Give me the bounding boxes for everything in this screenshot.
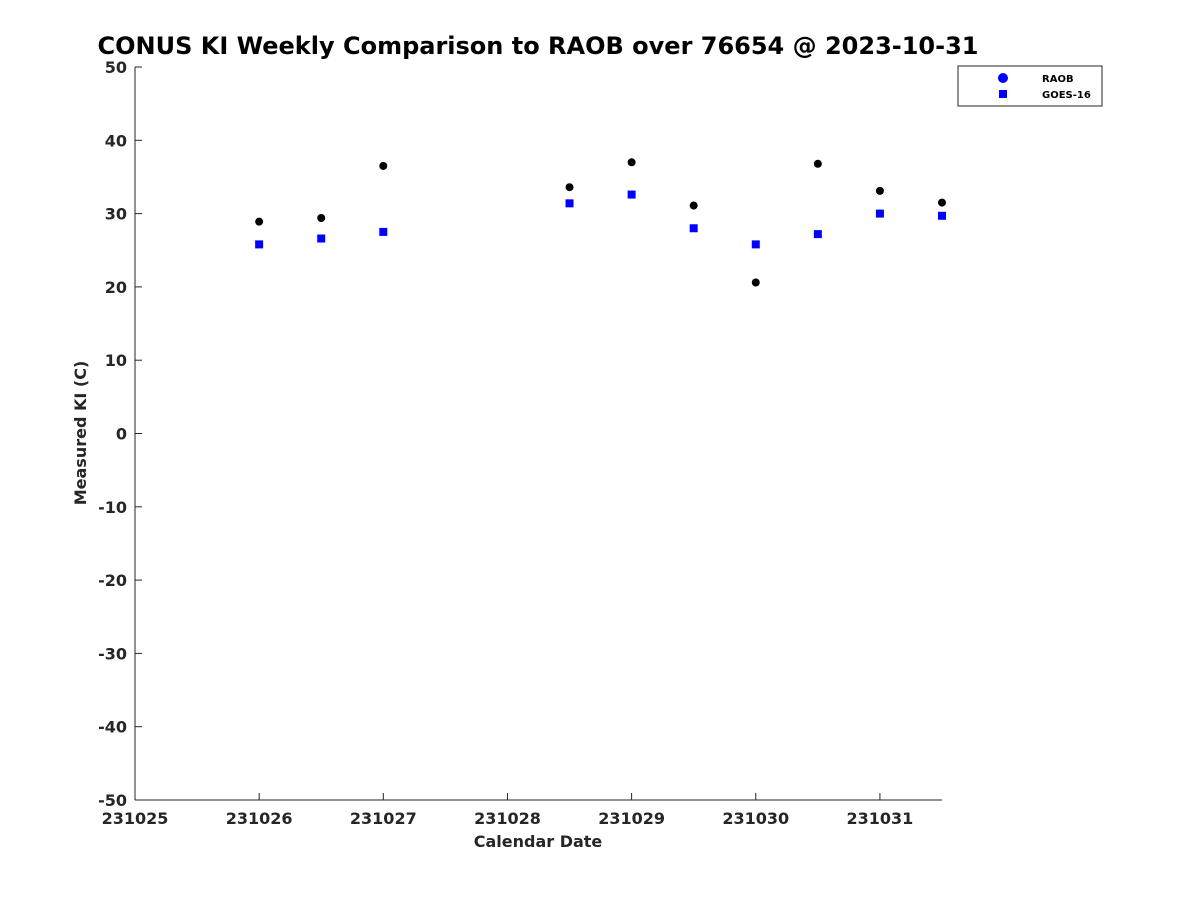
- point-goes16: [379, 227, 388, 236]
- y-tick-label: 10: [105, 351, 127, 370]
- y-tick-label: -30: [98, 644, 127, 663]
- point-goes16: [565, 199, 574, 208]
- point-goes16: [813, 230, 822, 239]
- x-ticks: 231025 231026 231027 231028 231029 231030 2310…: [102, 793, 914, 828]
- data-points: [255, 158, 946, 287]
- point-goes16: [875, 209, 884, 218]
- legend-box: [957, 65, 1103, 107]
- point-goes16: [627, 190, 636, 199]
- y-tick-label: -50: [98, 791, 127, 810]
- y-tick-label: 40: [105, 131, 127, 150]
- point-raob: [627, 158, 636, 167]
- legend-label-raob: RAOB: [1042, 74, 1074, 85]
- legend-label-goes16: GOES-16: [1042, 90, 1091, 101]
- x-tick-label: 231029: [598, 809, 665, 828]
- chart-title: CONUS KI Weekly Comparison to RAOB over …: [98, 32, 979, 60]
- y-tick-label: 0: [116, 425, 127, 444]
- x-tick-label: 231025: [102, 809, 169, 828]
- point-raob: [813, 159, 822, 168]
- legend-marker-raob: [998, 73, 1008, 83]
- point-raob: [689, 201, 698, 210]
- y-tick-label: -40: [98, 718, 127, 737]
- y-ticks: -50 -40 -30 -20 -10 0 10 20 30 40 50: [98, 58, 142, 810]
- y-tick-label: -20: [98, 571, 127, 590]
- y-axis-label: Measured KI (C): [71, 361, 90, 506]
- point-raob: [875, 186, 884, 195]
- plot-axes: [134, 67, 942, 801]
- point-raob: [751, 278, 760, 287]
- x-axis-label: Calendar Date: [474, 832, 603, 851]
- point-goes16: [317, 234, 326, 243]
- y-tick-label: 50: [105, 58, 127, 77]
- point-raob: [565, 183, 574, 192]
- legend-marker-goes16: [999, 90, 1007, 98]
- point-goes16: [255, 240, 264, 249]
- point-raob: [317, 213, 326, 222]
- x-tick-label: 231031: [847, 809, 914, 828]
- x-tick-label: 231027: [350, 809, 417, 828]
- point-raob: [379, 161, 388, 170]
- point-goes16: [938, 211, 946, 220]
- point-raob: [938, 198, 946, 207]
- y-tick-label: 20: [105, 278, 127, 297]
- point-raob: [255, 217, 264, 226]
- x-tick-label: 231028: [474, 809, 541, 828]
- point-goes16: [689, 224, 698, 233]
- y-tick-label: -10: [98, 498, 127, 517]
- legend: RAOB GOES-16: [957, 65, 1103, 107]
- x-tick-label: 231026: [226, 809, 293, 828]
- y-tick-label: 30: [105, 205, 127, 224]
- x-tick-label: 231030: [722, 809, 789, 828]
- point-goes16: [751, 240, 760, 249]
